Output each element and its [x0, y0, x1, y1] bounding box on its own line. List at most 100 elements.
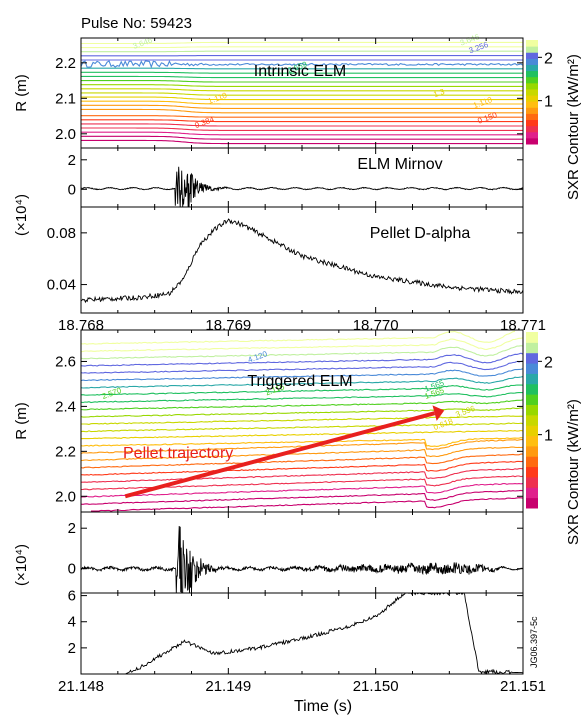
x-tick-label-5-1: 21.149	[205, 678, 251, 695]
y-tick-label-5-2: 6	[68, 588, 76, 605]
y-tick-label-3-3: 2.6	[55, 353, 76, 370]
x-tick-label-5-2: 21.150	[353, 678, 399, 695]
colorbar-swatch	[526, 383, 538, 395]
contour-line	[81, 108, 523, 114]
y-tick-label-1-0: 0	[68, 181, 76, 198]
colorbar-swatch	[526, 113, 538, 121]
mirnov-trace-4	[80, 525, 524, 594]
colorbar-swatch	[526, 373, 538, 385]
colorbar-swatch	[526, 476, 538, 488]
colorbar-tick-label-0-0: 1	[544, 94, 553, 111]
pellet-trajectory-arrowhead	[432, 405, 445, 421]
contour-line	[80, 352, 524, 367]
panel-frame-1	[80, 147, 524, 208]
colorbar-swatch	[526, 70, 538, 78]
colorbar-tick-label-3-0: 1	[544, 428, 553, 445]
colorbar-swatch	[526, 40, 538, 47]
colorbar-swatch	[526, 445, 538, 457]
contour-group-0	[80, 41, 524, 145]
colorbar-swatch	[526, 394, 538, 405]
contour-line	[80, 483, 524, 498]
contour-line	[81, 415, 524, 425]
colorbar-tick-label-0-1: 2	[544, 50, 553, 67]
contour-line	[80, 460, 524, 476]
y-axis-label-2: (×10⁴)	[13, 194, 30, 236]
y-axis-label-3: R (m)	[13, 402, 30, 440]
colorbar-swatch	[526, 487, 538, 499]
pulse-label: Pulse No: 59423	[81, 15, 192, 32]
contour-line	[80, 60, 524, 69]
contour-line	[80, 446, 524, 462]
contour-line	[81, 96, 523, 101]
y-tick-label-2-1: 0.08	[47, 225, 76, 242]
contour-label-3-1: 2.570	[101, 386, 123, 401]
colorbar-swatch	[526, 58, 538, 65]
contour-line	[80, 437, 524, 447]
mirnov-trace-1	[80, 166, 524, 208]
y-axis-label-0: R (m)	[13, 74, 30, 112]
contour-line	[81, 92, 523, 96]
contour-line	[81, 50, 523, 53]
y-tick-label-2-0: 0.04	[47, 277, 76, 294]
contour-line	[81, 100, 523, 105]
x-tick-label-5-0: 21.148	[58, 678, 104, 695]
colorbar-label-top: SXR Contour (kW/m²)	[565, 54, 582, 200]
y-tick-label-3-2: 2.4	[55, 398, 76, 415]
colorbar-swatch	[526, 352, 538, 364]
contour-line	[80, 368, 524, 382]
contour-line	[81, 139, 523, 145]
contour-line	[80, 337, 524, 353]
colorbar-swatch	[526, 119, 538, 127]
colorbar-swatch	[526, 404, 538, 416]
panel-frame-4	[80, 511, 524, 594]
contour-line	[80, 376, 524, 389]
y-tick-label-0-1: 2.1	[55, 90, 76, 107]
colorbar-swatch	[526, 107, 538, 114]
colorbar-swatch	[526, 76, 538, 84]
contour-line	[81, 115, 523, 118]
colorbar-swatch	[526, 131, 538, 139]
y-axis-label-5: (×10⁴)	[13, 544, 30, 586]
contour-line	[81, 46, 523, 49]
panel-title-2: Pellet D-alpha	[370, 225, 471, 242]
contour-line	[80, 407, 524, 418]
contour-line	[81, 135, 523, 140]
panel-title-1: ELM Mirnov	[357, 156, 442, 173]
contour-line	[80, 429, 524, 440]
y-tick-label-0-0: 2.0	[55, 126, 76, 143]
contour-line	[81, 84, 523, 87]
contour-line	[80, 360, 524, 374]
contour-line	[81, 127, 523, 131]
signal-trace-2	[80, 218, 524, 304]
colorbar-swatch	[526, 46, 538, 53]
figure-id: JG06.397-5c	[529, 616, 539, 668]
contour-line	[80, 330, 516, 345]
colorbar-swatch	[526, 363, 538, 374]
colorbar-swatch	[526, 82, 538, 90]
colorbar-swatch	[526, 456, 538, 468]
annotation-0: Intrinsic ELM	[254, 63, 346, 80]
y-tick-label-5-1: 4	[68, 614, 76, 631]
colorbar-swatch	[526, 64, 538, 72]
y-tick-label-5-0: 2	[68, 640, 76, 657]
contour-line	[80, 422, 524, 433]
colorbar-swatch	[526, 52, 538, 59]
pellet-trajectory-arrow	[124, 411, 436, 499]
y-tick-label-0-2: 2.2	[55, 55, 76, 72]
colorbar-swatch	[526, 466, 538, 478]
contour-line	[80, 399, 524, 411]
contour-line	[81, 131, 523, 136]
contour-line	[81, 123, 523, 127]
colorbar-swatch	[526, 342, 538, 354]
colorbar-swatch	[526, 101, 538, 108]
x-tick-label-5-3: 21.151	[500, 678, 546, 695]
contour-line	[81, 104, 523, 109]
signal-trace-5	[81, 592, 523, 675]
contour-line	[81, 80, 523, 83]
colorbar-swatch	[526, 95, 538, 102]
colorbar-label-bottom: SXR Contour (kW/m²)	[565, 399, 582, 545]
y-tick-label-3-0: 2.0	[55, 488, 76, 505]
colorbar-swatch	[526, 88, 538, 96]
contour-label-0-8: 1.3	[432, 87, 446, 99]
